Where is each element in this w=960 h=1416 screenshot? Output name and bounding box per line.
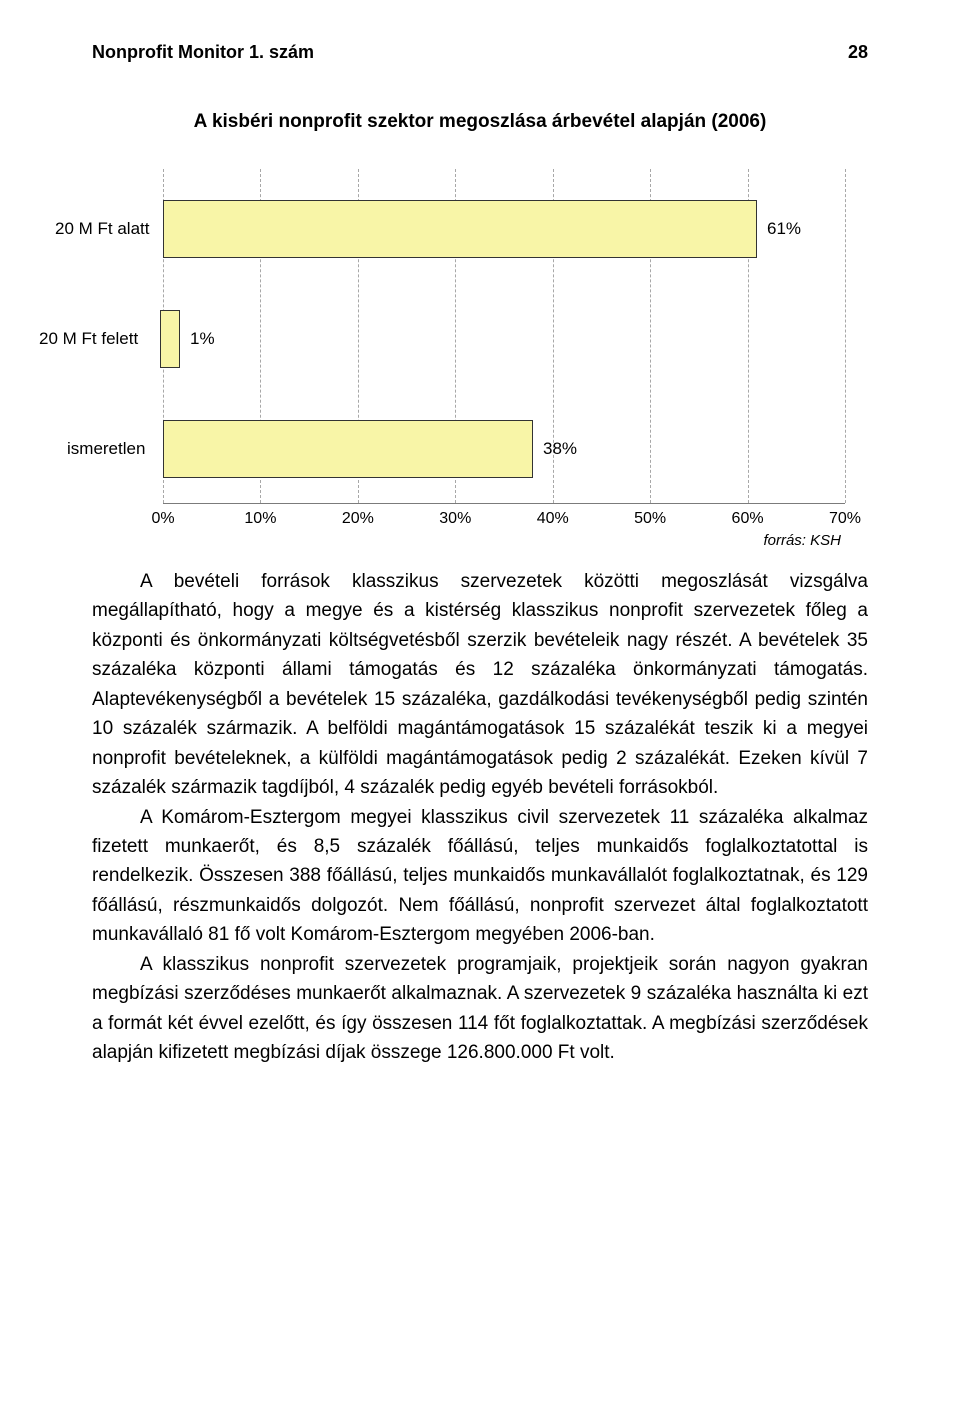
chart-category-label: 20 M Ft felett: [39, 329, 138, 349]
chart-bar-value: 1%: [190, 329, 215, 349]
chart-bar-row: ismeretlen38%: [163, 417, 845, 481]
chart-bar: [160, 310, 180, 368]
chart-bar-value: 38%: [543, 439, 577, 459]
body-text: A bevételi források klasszikus szervezet…: [92, 567, 868, 1067]
header-left: Nonprofit Monitor 1. szám: [92, 42, 314, 63]
paragraph: A klasszikus nonprofit szervezetek progr…: [92, 950, 868, 1068]
paragraph: A bevételi források klasszikus szervezet…: [92, 567, 868, 803]
page: Nonprofit Monitor 1. szám 28 A kisbéri n…: [0, 0, 960, 1416]
chart-category-label: ismeretlen: [67, 439, 145, 459]
page-header: Nonprofit Monitor 1. szám 28: [92, 42, 868, 63]
chart-x-tick: 70%: [829, 510, 861, 528]
chart-plot-area: 20 M Ft alatt61% 20 M Ft felett1% ismeretl…: [163, 169, 845, 504]
chart-x-tick: 20%: [342, 510, 374, 528]
chart-bar: [163, 420, 533, 478]
paragraph: A Komárom-Esztergom megyei klasszikus ci…: [92, 803, 868, 950]
chart-x-tick: 40%: [537, 510, 569, 528]
chart-x-ticks: 0%10%20%30%40%50%60%70%: [115, 510, 845, 532]
chart-bar-row: 20 M Ft felett1%: [163, 307, 845, 371]
chart-x-tick: 60%: [732, 510, 764, 528]
chart-title: A kisbéri nonprofit szektor megoszlása á…: [92, 111, 868, 133]
chart-x-tick: 50%: [634, 510, 666, 528]
header-page-number: 28: [848, 42, 868, 63]
chart-container: 20 M Ft alatt61% 20 M Ft felett1% ismeretl…: [115, 169, 845, 549]
chart-x-tick: 10%: [244, 510, 276, 528]
chart-gridline: [845, 169, 846, 503]
chart-source: forrás: KSH: [115, 532, 845, 549]
chart-x-tick: 30%: [439, 510, 471, 528]
chart-bar: [163, 200, 757, 258]
chart-bar-value: 61%: [767, 219, 801, 239]
chart-x-tick: 0%: [151, 510, 174, 528]
chart-bar-row: 20 M Ft alatt61%: [163, 197, 845, 261]
chart-category-label: 20 M Ft alatt: [55, 219, 149, 239]
